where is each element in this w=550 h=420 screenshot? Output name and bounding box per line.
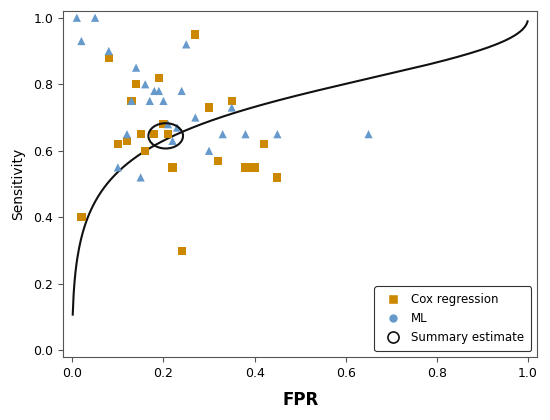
- Point: [168, 137, 177, 144]
- Point: [131, 81, 140, 88]
- Point: [123, 137, 131, 144]
- Point: [182, 41, 191, 48]
- Point: [227, 97, 236, 104]
- Point: [173, 124, 182, 131]
- Point: [159, 97, 168, 104]
- Point: [205, 104, 213, 111]
- Point: [150, 131, 159, 137]
- Point: [191, 31, 200, 38]
- Point: [77, 214, 86, 220]
- Point: [163, 121, 172, 128]
- Point: [214, 158, 223, 164]
- Point: [273, 174, 282, 181]
- Point: [113, 164, 122, 171]
- Point: [127, 97, 136, 104]
- Point: [136, 131, 145, 137]
- X-axis label: FPR: FPR: [282, 391, 318, 409]
- Point: [73, 14, 81, 21]
- Point: [77, 38, 86, 45]
- Point: [191, 114, 200, 121]
- Point: [145, 97, 154, 104]
- Point: [241, 131, 250, 137]
- Point: [168, 164, 177, 171]
- Point: [155, 88, 163, 94]
- Legend: Cox regression, ML, Summary estimate: Cox regression, ML, Summary estimate: [375, 286, 531, 351]
- Point: [163, 131, 172, 137]
- Point: [141, 81, 150, 88]
- Point: [250, 164, 259, 171]
- Point: [364, 131, 373, 137]
- Point: [150, 88, 159, 94]
- Point: [227, 104, 236, 111]
- Point: [273, 131, 282, 137]
- Point: [131, 64, 140, 71]
- Point: [123, 131, 131, 137]
- Point: [113, 141, 122, 147]
- Point: [205, 147, 213, 154]
- Point: [241, 164, 250, 171]
- Point: [141, 147, 150, 154]
- Y-axis label: Sensitivity: Sensitivity: [11, 148, 25, 220]
- Point: [177, 247, 186, 254]
- Point: [104, 54, 113, 61]
- Point: [127, 97, 136, 104]
- Point: [155, 74, 163, 81]
- Point: [104, 47, 113, 54]
- Point: [136, 174, 145, 181]
- Point: [91, 14, 100, 21]
- Point: [159, 121, 168, 128]
- Point: [259, 141, 268, 147]
- Point: [218, 131, 227, 137]
- Point: [177, 88, 186, 94]
